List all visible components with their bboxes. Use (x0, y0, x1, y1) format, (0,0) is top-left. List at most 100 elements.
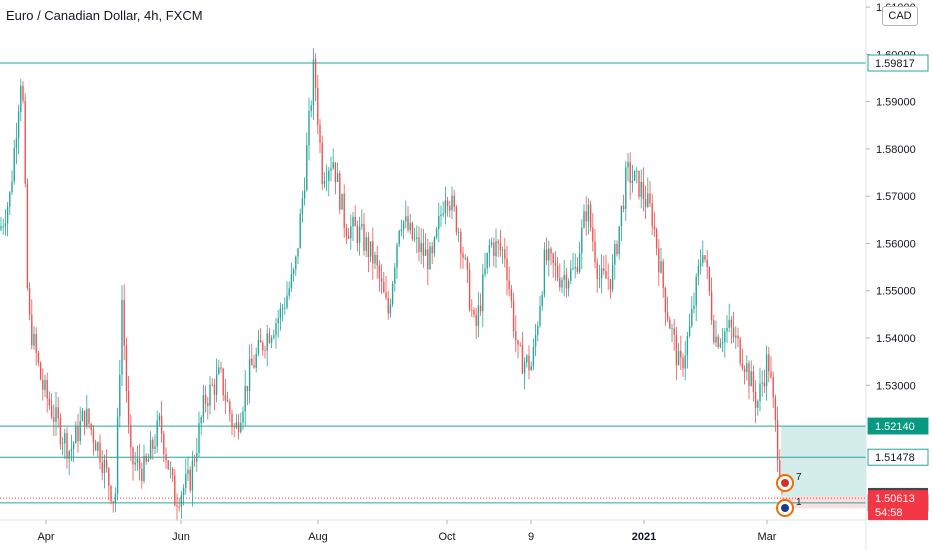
candle-body (28, 287, 31, 315)
candle-body (75, 425, 77, 444)
candle-body (160, 415, 163, 434)
candle-body (385, 292, 387, 299)
candle-body (185, 474, 187, 489)
candle-body (224, 395, 227, 401)
candle-body (378, 265, 381, 279)
candle-body (724, 331, 726, 343)
candle-body (407, 216, 409, 231)
candle-body (24, 100, 26, 184)
candle-body (259, 339, 262, 343)
candle-body (596, 262, 598, 279)
candle-body (328, 170, 330, 181)
candle-body (466, 257, 469, 270)
candle-body (462, 253, 464, 258)
candle-body (134, 462, 136, 465)
candle-body (488, 244, 491, 254)
candle-body (251, 358, 253, 366)
candle-body (158, 415, 161, 421)
candle-body (726, 327, 728, 332)
candle-body (176, 505, 178, 507)
candle-body (196, 453, 198, 462)
candle-body (578, 253, 581, 272)
candle-body (636, 170, 638, 172)
candle-body (209, 384, 211, 406)
candle-body (233, 426, 235, 428)
x-tick-label: Aug (308, 531, 328, 543)
candle-body (567, 280, 570, 289)
candle-body (31, 314, 33, 346)
candle-body (59, 418, 62, 444)
candle-body (440, 214, 442, 216)
candle-body (649, 193, 651, 204)
candle-body (664, 287, 667, 313)
candle-body (171, 468, 174, 476)
candle-body (666, 312, 669, 320)
candle-body (240, 422, 242, 432)
candle-body (306, 145, 308, 191)
candle-body (765, 354, 768, 387)
candle-body (526, 355, 528, 363)
candle-body (83, 410, 86, 427)
candle-body (638, 170, 640, 197)
candle-body (627, 162, 629, 168)
candle-body (460, 232, 462, 254)
y-tick-label: 1.57000 (876, 191, 916, 203)
candle-body (475, 314, 477, 326)
candle-body (108, 468, 110, 486)
candle-body (394, 267, 396, 284)
currency-badge[interactable]: CAD (882, 6, 918, 26)
candle-body (301, 198, 304, 214)
candle-body (563, 274, 565, 281)
candle-body (163, 433, 165, 455)
candle-body (358, 226, 361, 243)
candle-body (405, 216, 407, 222)
candle-body (6, 206, 9, 224)
candle-body (644, 199, 647, 207)
candle-body (581, 227, 583, 254)
candle-body (57, 407, 59, 419)
candle-body (17, 112, 20, 139)
candle-body (653, 226, 656, 230)
candle-body (611, 264, 614, 290)
candle-body (446, 200, 449, 207)
candle-body (746, 363, 748, 372)
candle-body (592, 227, 594, 242)
candle-body (680, 350, 682, 358)
candle-body (222, 368, 224, 396)
candle-body (244, 385, 246, 412)
candle-body (400, 229, 403, 231)
candle-body (477, 305, 480, 326)
candle-body (715, 336, 717, 343)
candle-body (750, 371, 752, 387)
candle-body (506, 258, 508, 281)
y-tick-label: 1.58000 (876, 144, 916, 156)
candle-body (215, 373, 218, 395)
candle-body (763, 382, 766, 387)
candle-body (435, 229, 438, 238)
candle-body (561, 280, 563, 288)
candle-body (207, 403, 209, 406)
candle-body (165, 454, 167, 461)
candle-body (46, 379, 48, 399)
candle-body (4, 223, 7, 226)
candle-body (123, 300, 125, 346)
candle-body (231, 413, 233, 427)
candle-body (257, 339, 260, 354)
candle-body (48, 398, 51, 406)
candle-body (2, 225, 4, 227)
candle-body (651, 203, 653, 227)
candle-body (130, 424, 132, 448)
candle-body (708, 267, 711, 292)
candle-body (132, 447, 134, 465)
candle-body (497, 241, 499, 244)
candle-body (743, 368, 746, 372)
candle-body (99, 442, 101, 463)
level-tag-box (867, 54, 929, 72)
candle-body (688, 325, 691, 336)
candle-body (149, 439, 152, 459)
candle-body (189, 469, 191, 491)
candle-body (548, 248, 550, 261)
candle-body (81, 410, 84, 422)
